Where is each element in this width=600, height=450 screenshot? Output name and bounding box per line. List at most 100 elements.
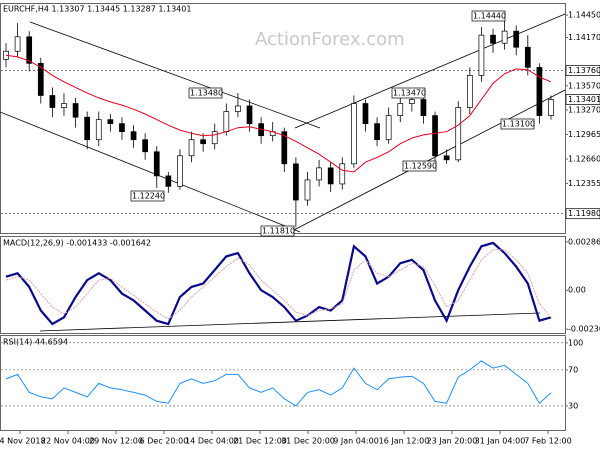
x-tick-label: 16 Jan 12:00 <box>379 437 430 446</box>
x-tick-label: 29 Nov 12:00 <box>89 437 143 446</box>
y-tick-label: 1.12965 <box>568 130 600 139</box>
x-tick-label: 14 Nov 2018 <box>0 437 46 446</box>
candle-body <box>339 163 346 185</box>
candle-body <box>409 99 415 104</box>
tick-box <box>565 94 600 105</box>
rsi-panel <box>0 335 566 431</box>
y-tick-label: 1.14450 <box>568 11 600 20</box>
annotation: 1.12590 <box>404 162 437 171</box>
macd-line <box>5 241 552 326</box>
y-tick-label: -0.002302 <box>568 325 600 334</box>
candle-body <box>351 103 357 165</box>
y-tick-label: 0.002865 <box>568 237 600 246</box>
candle-body <box>281 131 288 165</box>
candle-body <box>466 75 473 108</box>
candle-body <box>84 116 91 141</box>
annotation-box <box>260 225 295 237</box>
y-tick-label: 0.00 <box>568 286 586 295</box>
candle-body <box>455 107 462 161</box>
candle-body <box>177 155 183 187</box>
annotation: 1.14440 <box>473 12 506 21</box>
x-tick-label: 23 Jan 20:00 <box>427 437 478 446</box>
candle-body <box>119 123 125 133</box>
annotation-box <box>500 118 535 130</box>
candle-body <box>49 95 56 108</box>
y-tick-label: 1.11980 <box>568 209 600 218</box>
y-tick-label: 1.13760 <box>568 66 600 75</box>
y-tick-label: 1.13270 <box>568 105 600 114</box>
candle-body <box>316 167 322 181</box>
candle-body <box>293 163 299 201</box>
candle-body <box>478 34 485 76</box>
annotation-box <box>130 190 165 202</box>
annotation-box <box>402 160 437 172</box>
candle-body <box>107 119 114 124</box>
candle-body <box>37 62 44 96</box>
trendline <box>29 21 321 129</box>
trendline <box>0 111 301 233</box>
trendlines <box>0 13 566 332</box>
rsi-line <box>5 360 552 407</box>
candle-body <box>14 36 21 52</box>
candle-body <box>432 115 438 157</box>
macd-panel <box>0 236 566 334</box>
candle-body <box>501 30 508 44</box>
tick-box <box>565 65 600 76</box>
trendline <box>39 312 541 332</box>
candle-body <box>374 123 380 141</box>
rsi-title: RSI(14) 44.6594 <box>3 338 68 347</box>
signal-line <box>5 249 552 320</box>
chart-title: EURCHF,H4 1.13307 1.13445 1.13287 1.1340… <box>3 5 191 14</box>
candle-body <box>513 30 520 48</box>
annotation-box <box>471 10 506 22</box>
y-tick-label: 30 <box>568 401 578 410</box>
candle-body <box>536 66 543 116</box>
candle-body <box>200 139 206 145</box>
candle-body <box>548 99 554 116</box>
x-tick-label: 7 Feb 12:00 <box>524 437 571 446</box>
x-tick-label: 31 Jan 04:00 <box>475 437 526 446</box>
candle-body <box>246 105 253 124</box>
candle-body <box>72 103 79 118</box>
annotation-box <box>188 87 223 99</box>
macd-title: MACD(12,26,9) -0.001433 -0.001642 <box>3 239 151 248</box>
annotation: 1.13470 <box>393 89 426 98</box>
candle-body <box>443 155 450 161</box>
x-tick-label: 21 Dec 12:00 <box>233 437 287 446</box>
candle-body <box>362 103 369 124</box>
trendline <box>294 13 566 129</box>
candle-body <box>211 131 218 145</box>
candle-body <box>420 99 427 116</box>
annotation: 1.13100 <box>502 120 535 129</box>
x-tick-label: 31 Dec 20:00 <box>281 437 335 446</box>
y-tick-label: 1.12355 <box>568 179 600 188</box>
candle-body <box>142 139 148 153</box>
annotation: 1.11810 <box>262 227 295 236</box>
candle-body <box>26 36 33 64</box>
candle-body <box>188 139 195 157</box>
x-tick-label: 14 Dec 04:00 <box>185 437 239 446</box>
candle-body <box>490 34 496 44</box>
y-tick-label: 100 <box>568 338 583 347</box>
candle-body <box>385 115 392 141</box>
candle-body <box>327 167 334 185</box>
annotation: 1.12240 <box>132 192 165 201</box>
annotation: 1.13480 <box>190 89 223 98</box>
y-tick-label: 1.12660 <box>568 155 600 164</box>
candle-body <box>130 131 137 141</box>
candle-body <box>165 175 172 187</box>
y-tick-label: 1.13570 <box>568 81 600 90</box>
watermark: ActionForex.com <box>255 29 405 50</box>
candle-body <box>235 105 241 112</box>
candle-body <box>61 103 67 108</box>
x-tick-label: 9 Jan 04:00 <box>333 437 379 446</box>
x-tick-label: 6 Dec 20:00 <box>140 437 189 446</box>
y-tick-label: 1.13401 <box>568 95 600 104</box>
y-tick-label: 1.14170 <box>568 33 600 42</box>
moving-average <box>5 54 552 173</box>
annotation-box <box>391 87 426 99</box>
tick-box <box>565 208 600 220</box>
candle-body <box>397 103 404 116</box>
candle-body <box>95 119 102 141</box>
